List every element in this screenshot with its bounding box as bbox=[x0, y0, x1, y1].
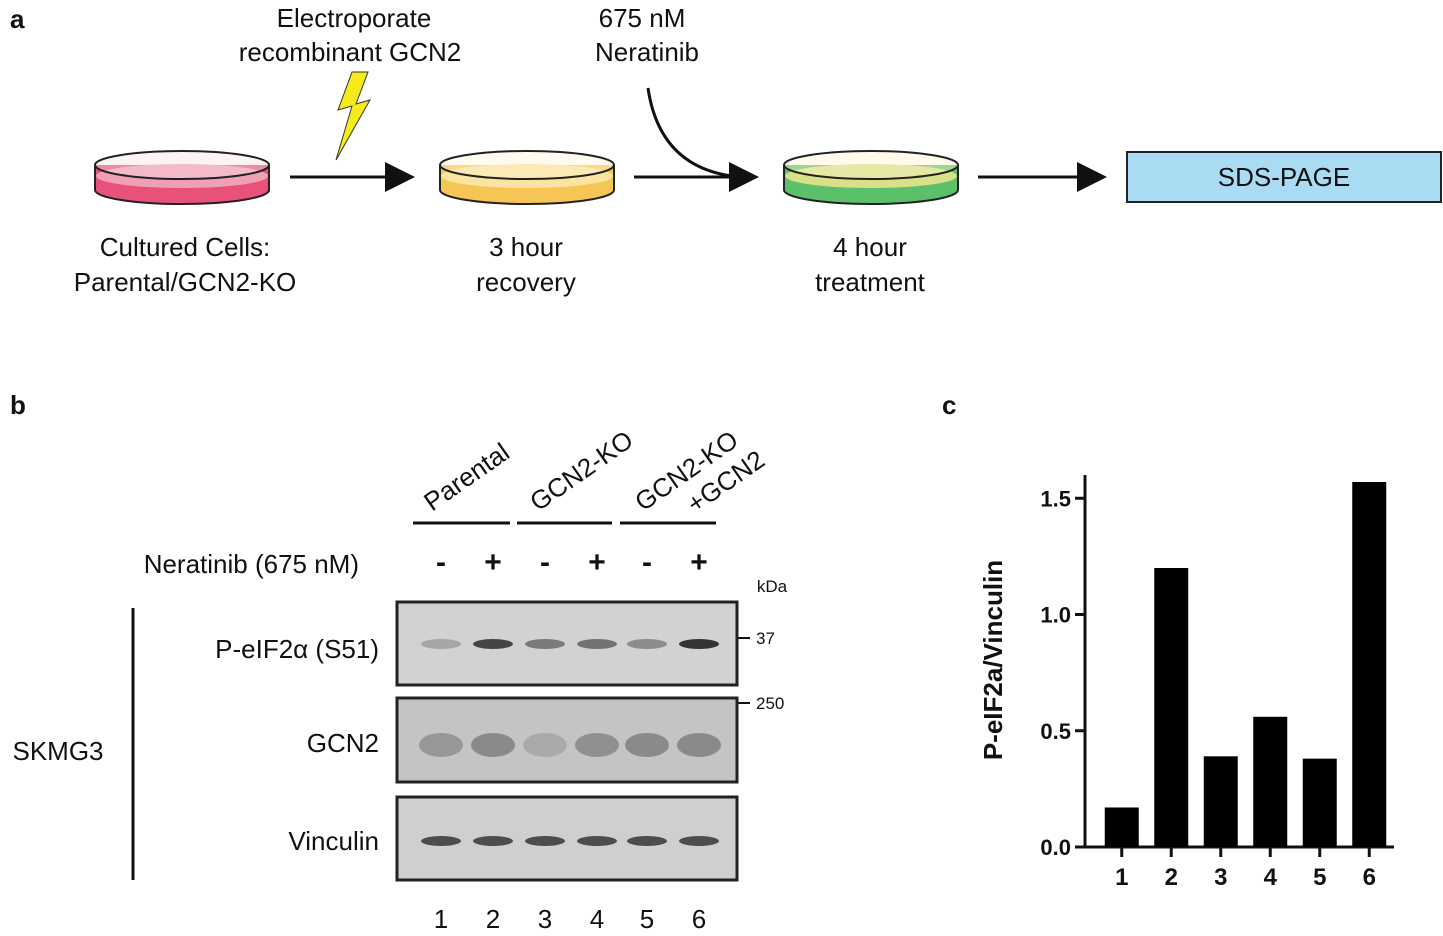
dish bbox=[783, 150, 959, 205]
band bbox=[577, 639, 617, 649]
cell-line: SKMG3 bbox=[12, 736, 103, 766]
stage-label: recovery bbox=[476, 267, 576, 297]
treatment-sign: - bbox=[436, 546, 446, 579]
stage-label: 4 hour bbox=[833, 232, 907, 262]
bar bbox=[1302, 758, 1337, 847]
group-label: GCN2-KO bbox=[524, 424, 638, 517]
lane-number: 4 bbox=[590, 904, 604, 934]
x-tick-label: 5 bbox=[1313, 864, 1326, 891]
band bbox=[679, 639, 719, 649]
dish bbox=[94, 150, 270, 205]
y-tick-label: 0.5 bbox=[1040, 719, 1071, 744]
band bbox=[523, 733, 567, 757]
step-label: Electroporate bbox=[277, 3, 432, 33]
band bbox=[525, 836, 565, 846]
band bbox=[575, 733, 619, 757]
treatment-sign: - bbox=[540, 546, 550, 579]
treatment-sign: + bbox=[690, 546, 708, 579]
step-label: 675 nM bbox=[599, 3, 686, 33]
bar bbox=[1253, 716, 1288, 847]
x-tick-label: 1 bbox=[1115, 864, 1128, 891]
band bbox=[625, 733, 669, 757]
lane-number: 5 bbox=[640, 904, 654, 934]
stage-label: 3 hour bbox=[489, 232, 563, 262]
bar bbox=[1154, 568, 1189, 847]
treatment-sign: - bbox=[642, 546, 652, 579]
y-tick-label: 0.0 bbox=[1040, 835, 1071, 860]
band bbox=[577, 836, 617, 846]
lane-number: 6 bbox=[692, 904, 706, 934]
stage-label: Cultured Cells: bbox=[100, 232, 271, 262]
blot-label: GCN2 bbox=[307, 728, 379, 758]
bar bbox=[1104, 807, 1139, 847]
blot bbox=[395, 696, 739, 784]
lightning bbox=[335, 71, 372, 161]
panel-label: a bbox=[10, 4, 25, 34]
stage-label: treatment bbox=[815, 267, 926, 297]
kda-marker: 250 bbox=[756, 694, 784, 713]
lane-number: 1 bbox=[434, 904, 448, 934]
y-tick-label: 1.5 bbox=[1040, 486, 1071, 511]
band bbox=[627, 836, 667, 846]
band bbox=[421, 836, 461, 846]
x-tick-label: 4 bbox=[1264, 864, 1278, 891]
band bbox=[627, 639, 667, 649]
panel-label: c bbox=[942, 390, 956, 420]
lane-number: 3 bbox=[538, 904, 552, 934]
x-tick-label: 2 bbox=[1165, 864, 1178, 891]
blot-label: P-eIF2α (S51) bbox=[215, 634, 379, 664]
step-label: Neratinib bbox=[595, 37, 699, 67]
treatment-label: Neratinib (675 nM) bbox=[144, 549, 359, 579]
stage-label: Parental/GCN2-KO bbox=[74, 267, 297, 297]
band bbox=[471, 733, 515, 757]
band bbox=[677, 733, 721, 757]
bar bbox=[1352, 481, 1387, 847]
treatment-sign: + bbox=[484, 546, 502, 579]
endpoint-label: SDS-PAGE bbox=[1218, 162, 1350, 192]
arrow bbox=[646, 87, 741, 179]
band bbox=[525, 639, 565, 649]
treatment-sign: + bbox=[588, 546, 606, 579]
x-tick-label: 3 bbox=[1214, 864, 1227, 891]
band bbox=[421, 639, 461, 649]
band bbox=[473, 639, 513, 649]
x-tick-label: 6 bbox=[1363, 864, 1376, 891]
sds-page-box bbox=[1126, 151, 1442, 203]
blot-label: Vinculin bbox=[288, 826, 379, 856]
group-label: Parental bbox=[418, 437, 515, 517]
y-tick-label: 1.0 bbox=[1040, 603, 1071, 628]
lane-number: 2 bbox=[486, 904, 500, 934]
band bbox=[473, 836, 513, 846]
dish bbox=[439, 150, 615, 205]
bar-chart: 0.0 0.5 1.0 1.5 1 2 3 4 5 6 bbox=[1040, 475, 1394, 891]
band bbox=[679, 836, 719, 846]
step-label: recombinant GCN2 bbox=[239, 37, 462, 67]
bar bbox=[1203, 756, 1238, 847]
kda-marker: 37 bbox=[756, 629, 775, 648]
kda-label: kDa bbox=[757, 577, 788, 596]
band bbox=[419, 733, 463, 757]
y-axis-label: P-eIF2a/Vinculin bbox=[978, 560, 1008, 760]
panel-label: b bbox=[10, 390, 26, 420]
